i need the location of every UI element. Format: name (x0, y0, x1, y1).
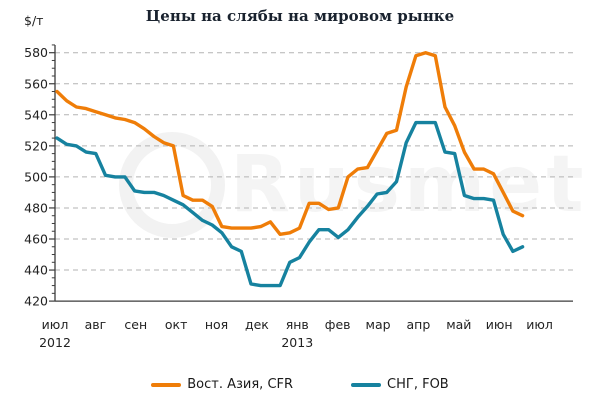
x-tick-label: июн (486, 317, 513, 332)
x-tick-label: авг (85, 317, 107, 332)
x-tick-label: окт (165, 317, 187, 332)
y-tick-label: 560 (24, 76, 48, 91)
x-tick-label: ноя (205, 317, 228, 332)
watermark-text: Rusmet (230, 140, 587, 230)
x-year-label: 2012 (39, 335, 71, 350)
y-tick-label: 460 (24, 232, 48, 247)
x-tick-label: июл (42, 317, 69, 332)
y-axis-unit-label: $/т (24, 13, 44, 28)
y-tick-label: 520 (24, 138, 48, 153)
legend-label-cis: СНГ, FOB (387, 377, 449, 392)
series-line-0 (55, 51, 525, 237)
y-tick-label: 420 (24, 294, 48, 309)
x-tick-label: янв (286, 317, 309, 332)
watermark-circle (119, 132, 225, 238)
series-line-1 (55, 120, 525, 288)
chart-title: Цены на слябы на мировом рынке (145, 7, 455, 25)
legend-item-east-asia: Вост. Азия, CFR (151, 377, 293, 392)
legend-swatch-orange-line (151, 382, 182, 387)
y-tick-label: 580 (24, 45, 48, 60)
legend-item-cis: СНГ, FOB (351, 377, 449, 392)
legend-label-east-asia: Вост. Азия, CFR (187, 377, 294, 392)
x-tick-label: сен (124, 317, 147, 332)
x-tick-label: май (446, 317, 471, 332)
x-tick-label: июл (526, 317, 553, 332)
x-tick-label: дек (245, 317, 269, 332)
y-tick-label: 440 (24, 263, 48, 278)
x-tick-label: мар (366, 317, 391, 332)
y-tick-label: 480 (24, 200, 48, 215)
y-tick-label: 540 (24, 107, 48, 122)
legend: Вост. Азия, CFR СНГ, FOB (0, 377, 600, 392)
y-tick-label: 500 (24, 169, 48, 184)
x-tick-label: фев (325, 317, 351, 332)
x-tick-label: апр (407, 317, 431, 332)
x-year-label: 2013 (281, 335, 313, 350)
legend-swatch-teal-line (351, 382, 382, 387)
